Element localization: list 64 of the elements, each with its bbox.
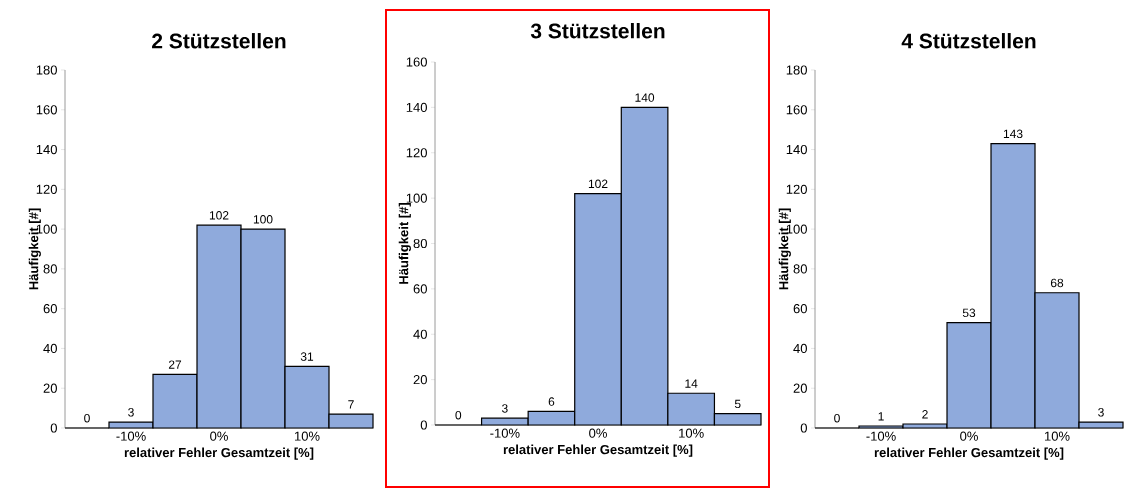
- data-label: 68: [1050, 278, 1064, 288]
- chart-title: 4 Stützstellen: [901, 33, 1036, 49]
- y-tick-label: 120: [786, 184, 807, 194]
- y-tick-label: 100: [406, 193, 427, 203]
- data-label: 0: [84, 413, 90, 423]
- data-label: 3: [1098, 408, 1104, 417]
- data-label: 102: [209, 211, 229, 220]
- data-label: 53: [962, 308, 976, 318]
- y-tick-label: 60: [413, 284, 427, 294]
- data-label: 100: [253, 215, 273, 224]
- y-tick-label: 80: [413, 238, 427, 249]
- x-tick-label: -10%: [866, 431, 896, 441]
- x-tick-label: 10%: [1044, 431, 1070, 441]
- y-tick-label: 140: [406, 102, 427, 112]
- x-axis-title: relativer Fehler Gesamtzeit [%]: [124, 447, 314, 460]
- y-tick-label: 40: [793, 343, 807, 354]
- y-tick-label: 20: [413, 375, 427, 385]
- y-tick-label: 140: [786, 144, 807, 155]
- data-label: 0: [834, 413, 840, 423]
- x-tick-label: -10%: [490, 428, 520, 438]
- x-axis-title: relativer Fehler Gesamtzeit [%]: [503, 444, 693, 457]
- data-label: 27: [168, 360, 182, 369]
- x-axis-title: relativer Fehler Gesamtzeit [%]: [874, 447, 1064, 460]
- y-tick-label: 20: [793, 383, 807, 393]
- y-tick-label: 160: [36, 105, 57, 115]
- data-label: 5: [734, 399, 741, 409]
- data-label: 3: [501, 404, 508, 413]
- data-label: 3: [128, 408, 134, 417]
- data-label: 2: [922, 410, 928, 419]
- x-tick-label: 10%: [679, 428, 704, 438]
- data-label: 143: [1003, 129, 1023, 139]
- y-tick-label: 140: [36, 144, 57, 155]
- data-label: 0: [455, 410, 462, 420]
- y-tick-label: 120: [36, 184, 57, 194]
- data-label: 31: [300, 352, 314, 361]
- y-tick-label: 180: [786, 65, 807, 75]
- y-tick-label: 120: [406, 148, 427, 158]
- data-label: 14: [685, 379, 698, 388]
- y-tick-label: 60: [43, 304, 57, 314]
- data-label: 140: [635, 93, 655, 102]
- y-tick-label: 20: [43, 383, 57, 393]
- chart-title: 3 Stützstellen: [530, 23, 665, 39]
- y-tick-label: 0: [420, 420, 427, 430]
- x-tick-label: 0%: [589, 428, 607, 438]
- x-tick-label: -10%: [116, 431, 146, 441]
- x-tick-label: 0%: [960, 431, 978, 441]
- data-label: 7: [348, 400, 354, 409]
- y-tick-label: 180: [36, 65, 57, 75]
- y-tick-label: 80: [793, 264, 807, 274]
- data-label: 102: [588, 179, 608, 189]
- y-tick-label: 160: [406, 57, 427, 67]
- y-axis-title: Häufigkeit [#]: [398, 203, 411, 284]
- x-tick-label: 0%: [210, 431, 228, 441]
- y-tick-label: 80: [43, 264, 57, 274]
- data-label: 1: [878, 412, 884, 421]
- y-tick-label: 0: [50, 423, 57, 433]
- y-tick-label: 160: [786, 105, 807, 115]
- chart-title: 2 Stützstellen: [152, 33, 286, 49]
- y-tick-label: 0: [800, 423, 807, 433]
- data-label: 6: [548, 397, 555, 406]
- x-tick-label: 10%: [294, 431, 320, 441]
- y-tick-label: 40: [43, 343, 57, 354]
- y-tick-label: 40: [413, 329, 427, 339]
- y-tick-label: 60: [793, 304, 807, 314]
